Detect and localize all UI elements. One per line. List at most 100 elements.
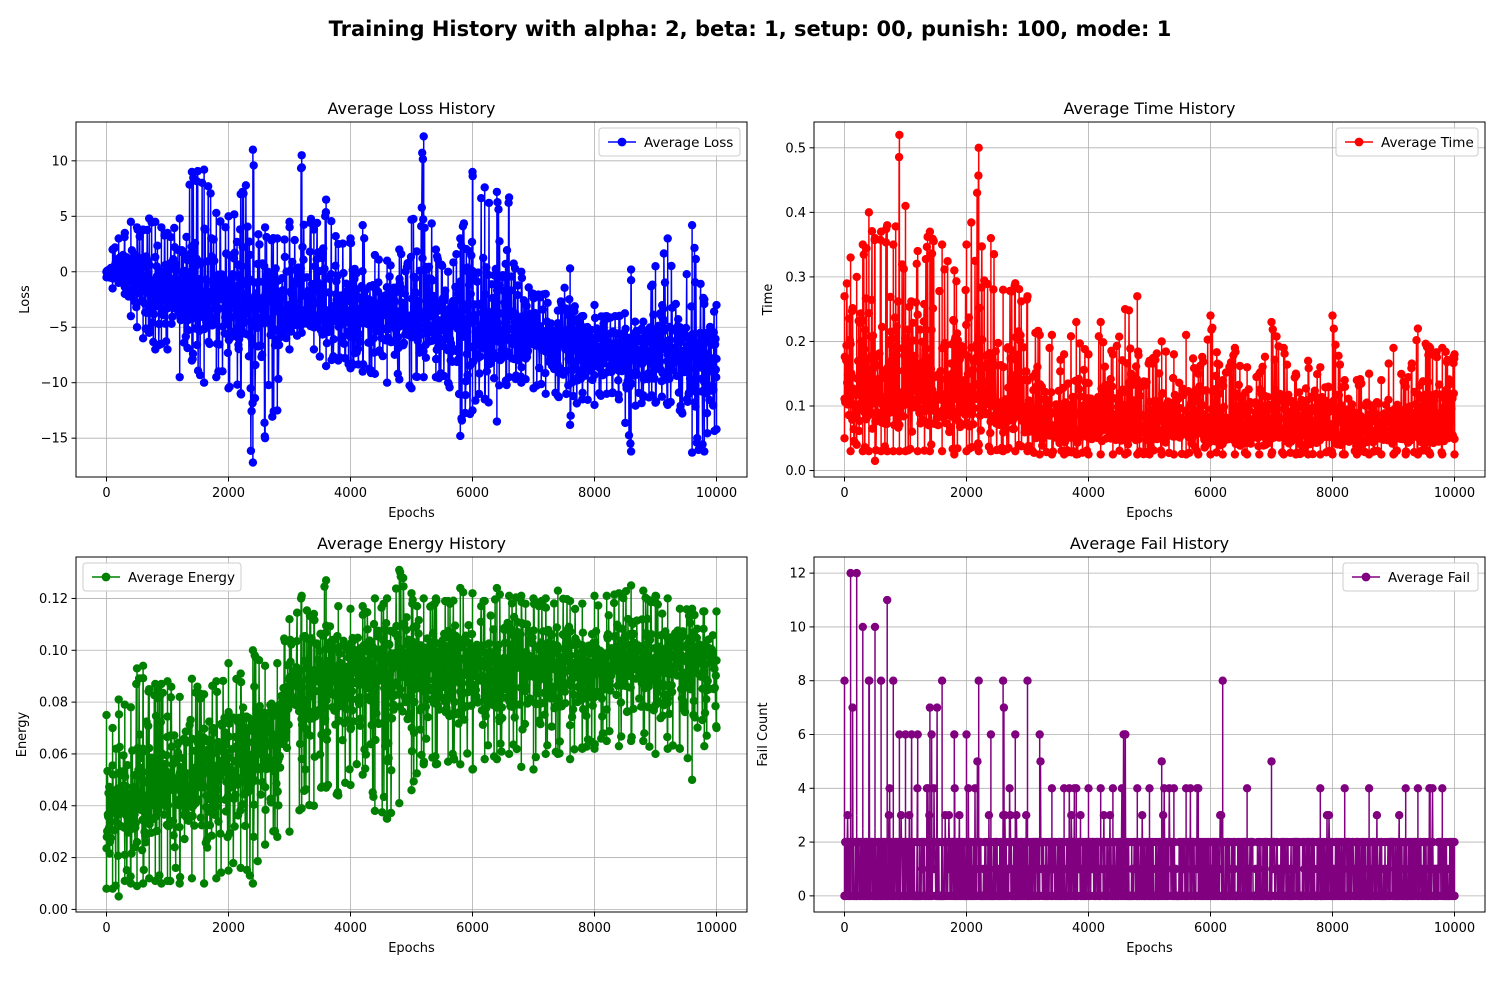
data-point [187, 167, 197, 177]
data-point [1291, 369, 1301, 378]
data-point [290, 235, 299, 245]
data-point [302, 273, 312, 282]
data-point [224, 212, 233, 221]
data-point [925, 446, 935, 456]
data-point [1072, 450, 1081, 459]
data-point [639, 317, 648, 326]
data-point [452, 250, 461, 259]
data-point [1255, 450, 1264, 459]
data-point [901, 446, 910, 456]
y-tick-label: −15 [41, 432, 68, 447]
data-point [419, 372, 428, 382]
data-point [1129, 414, 1139, 423]
data-point [1230, 343, 1240, 353]
data-point [560, 283, 569, 292]
data-point [311, 687, 320, 696]
data-point [494, 205, 503, 214]
data-point [1377, 450, 1386, 459]
y-tick-label: 0 [60, 265, 68, 280]
data-point [922, 344, 931, 353]
data-point [170, 843, 179, 852]
data-point [1316, 450, 1325, 459]
data-point [1075, 339, 1085, 348]
data-point [927, 325, 936, 335]
data-point [238, 242, 247, 252]
data-point [1389, 343, 1398, 353]
data-point [163, 345, 172, 354]
data-point [414, 296, 423, 305]
data-point [257, 350, 267, 359]
data-point [691, 254, 700, 264]
data-point [480, 183, 489, 192]
data-point [1324, 383, 1333, 392]
data-point [162, 751, 171, 760]
data-point [477, 194, 486, 203]
y-axis-label: Time [761, 284, 776, 317]
data-point [443, 267, 453, 276]
data-point [443, 327, 452, 337]
data-point [614, 395, 624, 404]
x-tick-label: 4000 [334, 486, 367, 501]
data-point [309, 345, 319, 354]
data-point [675, 323, 685, 332]
data-point [1161, 347, 1171, 356]
data-point [1084, 450, 1093, 459]
data-point [1423, 377, 1433, 387]
data-point [1194, 450, 1203, 459]
data-point [199, 378, 209, 387]
data-point [659, 304, 668, 313]
data-point [687, 220, 697, 230]
data-point [975, 352, 984, 361]
data-point [663, 400, 672, 410]
data-point [855, 416, 864, 426]
data-point [864, 208, 874, 217]
series-average-loss [102, 132, 721, 467]
data-point [989, 250, 999, 259]
data-point [182, 232, 191, 242]
data-point [919, 317, 928, 326]
data-point [890, 362, 899, 372]
data-point [937, 446, 947, 456]
data-point [1137, 410, 1147, 420]
data-point [114, 278, 123, 288]
data-point [108, 245, 117, 254]
data-point [241, 181, 251, 190]
data-point [233, 380, 242, 389]
data-point [1133, 292, 1142, 301]
chart-title: Average Loss History [328, 99, 496, 118]
data-point [863, 373, 873, 383]
data-point [1041, 387, 1050, 397]
data-point [870, 233, 880, 243]
y-tick-label: 0.5 [785, 141, 806, 156]
data-point [1260, 352, 1270, 361]
data-point [1188, 354, 1198, 363]
data-point [228, 270, 238, 279]
data-point [403, 259, 412, 268]
data-point [322, 339, 332, 348]
data-point [352, 760, 361, 769]
data-point [152, 826, 161, 836]
data-point [438, 261, 447, 271]
data-point [106, 833, 116, 843]
data-point [400, 289, 410, 298]
y-tick-label: −5 [49, 321, 68, 336]
data-point [917, 337, 927, 346]
data-point [285, 217, 294, 227]
data-point [962, 240, 971, 249]
data-point [348, 706, 357, 715]
data-point [205, 297, 214, 307]
data-point [1432, 353, 1442, 362]
data-point [230, 822, 239, 831]
data-point [967, 218, 976, 227]
chart-panel: 0 2000 4000 6000 8000 100000.000.020.040.060.… [15, 534, 748, 956]
data-point [696, 279, 705, 289]
data-point [867, 227, 877, 236]
data-point [221, 223, 230, 232]
data-point [1157, 337, 1166, 346]
data-point [1121, 419, 1131, 428]
data-point [852, 272, 861, 282]
data-point [1056, 367, 1065, 376]
data-point [382, 378, 392, 387]
data-point [471, 396, 480, 405]
data-point [893, 297, 903, 306]
